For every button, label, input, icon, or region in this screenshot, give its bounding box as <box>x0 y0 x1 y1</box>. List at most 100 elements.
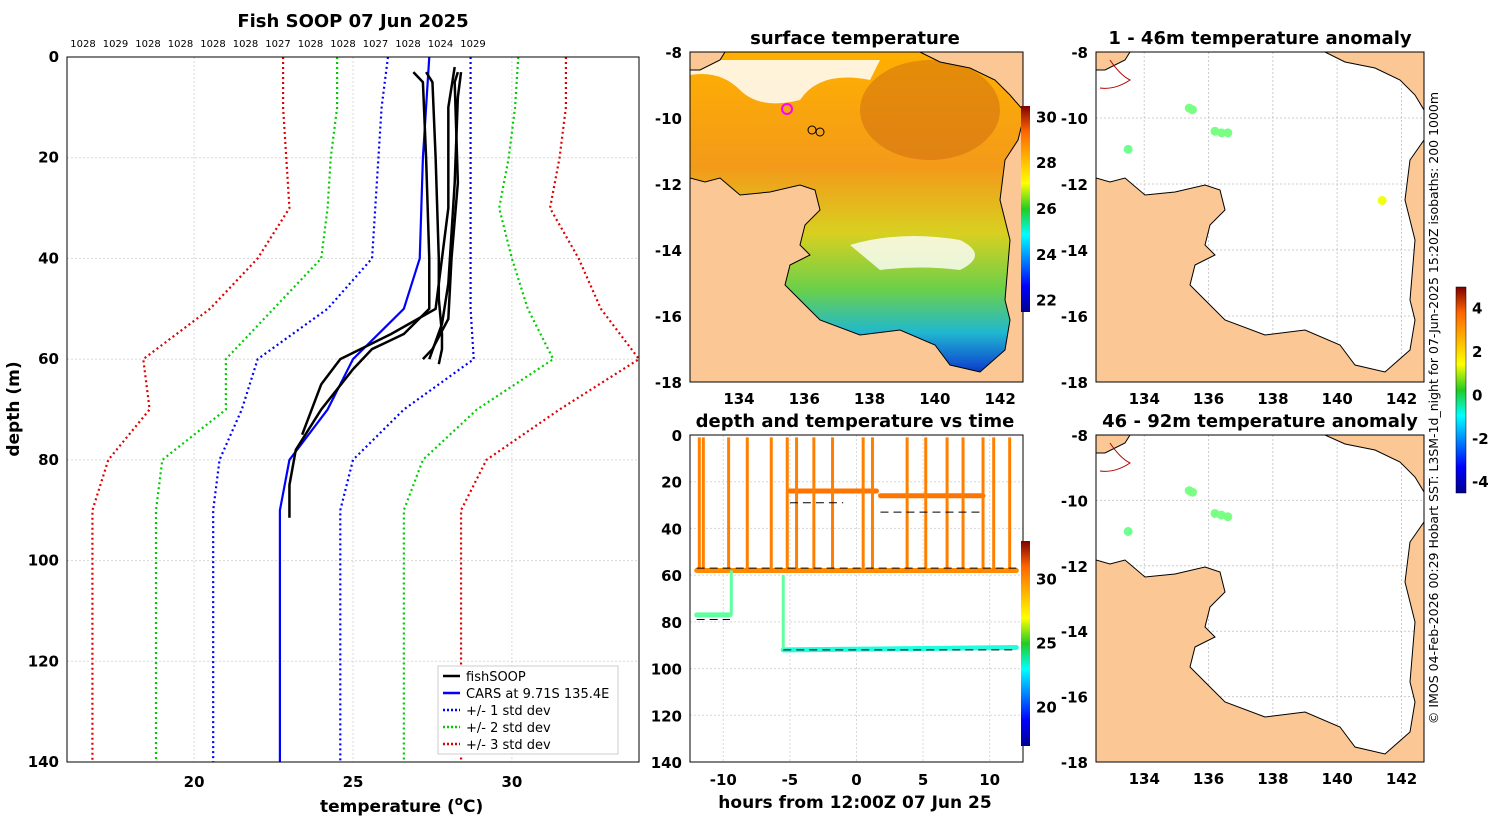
colorbar-tick: 26 <box>1036 200 1057 218</box>
sst-isobath-ring-2 <box>815 127 825 137</box>
sst-land-north <box>919 52 1023 111</box>
map-xtick: 134 <box>1129 770 1160 788</box>
timeseries-title: depth and temperature vs time <box>696 411 1015 432</box>
sst-panel: surface temperature 134 136 138 140 142 -8 -10… <box>655 28 1057 408</box>
pressure-label: 1028 <box>200 39 225 50</box>
sst-ticks: 134 136 138 140 142 -8 -10 -12 -14 -16 -18 <box>655 44 1016 408</box>
timeseries-track <box>780 645 1019 653</box>
colorbar-tick: 30 <box>1036 108 1057 126</box>
pressure-label: 1028 <box>135 39 160 50</box>
sst-colorbar <box>1021 106 1030 312</box>
pressure-label: 1028 <box>330 39 355 50</box>
anomaly-point <box>1223 512 1233 522</box>
anomaly-upper-isobath <box>1099 59 1131 89</box>
legend-fish: fishSOOP <box>466 670 526 685</box>
sst-colorbar-ticks: 30 28 26 24 22 <box>1036 108 1057 309</box>
map-xtick: 140 <box>1322 390 1353 408</box>
timeseries-ytick: 0 <box>672 427 682 445</box>
anomaly-point <box>1123 526 1133 536</box>
timeseries-ytick: 60 <box>661 567 682 585</box>
map-xtick: 136 <box>789 390 820 408</box>
pressure-label: 1029 <box>103 39 128 50</box>
colorbar-tick: 22 <box>1036 292 1057 310</box>
anomaly-upper-ticks: 134 136 138 140 142 -8 -10 -12 -14 -16 -18 <box>1061 44 1417 408</box>
map-ytick: -8 <box>665 44 682 62</box>
anomaly-lower-map <box>1096 435 1424 762</box>
map-ytick: -16 <box>1061 308 1088 326</box>
legend-cars: CARS at 9.71S 135.4E <box>466 687 609 702</box>
sd2-upper <box>402 57 555 762</box>
pressure-label: 1024 <box>428 39 453 50</box>
timeseries-ytick: 80 <box>661 614 682 632</box>
profile-xlabel: temperature (oC) <box>320 794 483 817</box>
credit-text: © IMOS 04-Feb-2026 00:29 Hobart SST: L3S… <box>1426 92 1441 724</box>
map-xtick: 134 <box>723 390 754 408</box>
fish-profile <box>300 66 456 436</box>
map-ytick: -10 <box>655 110 682 128</box>
anomaly-upper-frame <box>1095 51 1425 383</box>
map-xtick: 136 <box>1193 390 1224 408</box>
map-xtick: 140 <box>1322 770 1353 788</box>
timeseries-data <box>694 437 1019 653</box>
colorbar-tick: 2 <box>1472 343 1482 361</box>
anomaly-panel-lower: 46 - 92m temperature anomaly 134 136 138 14… <box>1061 411 1425 788</box>
anomaly-point <box>1216 128 1226 138</box>
sd2-lower <box>154 57 339 762</box>
anomaly-lower-isobath <box>1099 442 1131 472</box>
map-ytick: -12 <box>1061 558 1088 576</box>
anomaly-point <box>1123 144 1133 154</box>
pressure-label: 1027 <box>363 39 388 50</box>
profile-xtick: 20 <box>184 773 205 791</box>
colorbar-tick: 28 <box>1036 154 1057 172</box>
legend-sd1: +/- 1 std dev <box>466 704 551 719</box>
profile-xtick: 30 <box>501 773 522 791</box>
map-xtick: 138 <box>1257 770 1288 788</box>
map-ytick: -18 <box>1061 374 1088 392</box>
timeseries-xlabel: hours from 12:00Z 07 Jun 25 <box>718 793 991 813</box>
colorbar-tick: 4 <box>1472 300 1482 318</box>
profile-ticks: 20 25 30 0 20 40 60 80 100 120 140 <box>28 48 523 791</box>
anomaly-point <box>1187 105 1197 115</box>
pressure-label: 1029 <box>460 39 485 50</box>
sd1-upper <box>339 57 475 762</box>
sst-cloud-mask-2 <box>850 236 975 270</box>
anomaly-colorbar <box>1455 286 1467 494</box>
anomaly-upper-title: 1 - 46m temperature anomaly <box>1108 28 1411 49</box>
profile-ytick: 120 <box>28 652 59 670</box>
sst-land-south <box>690 119 1023 382</box>
timeseries-xtick: 10 <box>979 771 1000 789</box>
profile-ytick: 100 <box>28 552 59 570</box>
anomaly-point <box>1223 128 1233 138</box>
anomaly-lower-land-north <box>1324 435 1424 493</box>
anomaly-colorbar-ticks: 4 2 0 -2 -4 <box>1472 300 1489 491</box>
profile-ytick: 40 <box>38 249 59 267</box>
colorbar-tick: -2 <box>1472 430 1489 448</box>
colorbar-tick: 25 <box>1036 635 1057 653</box>
profile-ylabel: depth (m) <box>4 361 24 456</box>
map-xtick: 142 <box>1386 770 1417 788</box>
timeseries-ytick: 140 <box>651 754 682 772</box>
sst-title: surface temperature <box>750 28 960 49</box>
map-ytick: -14 <box>1061 623 1088 641</box>
map-ytick: -14 <box>1061 242 1088 260</box>
cars-profile <box>278 57 431 762</box>
anomaly-lower-title: 46 - 92m temperature anomaly <box>1102 411 1418 432</box>
anomaly-upper-land-south <box>1096 139 1424 382</box>
anomaly-point <box>1377 196 1387 205</box>
anomaly-upper-land-nw <box>1096 52 1131 71</box>
timeseries-xtick: 0 <box>851 771 861 789</box>
map-xtick: 140 <box>919 390 950 408</box>
colorbar-tick: -4 <box>1472 473 1489 491</box>
pressure-label: 1028 <box>168 39 193 50</box>
profile-grid <box>67 56 639 763</box>
sd3-lower <box>91 57 291 762</box>
colorbar-tick: 0 <box>1472 386 1482 404</box>
sst-map <box>690 52 1023 382</box>
pressure-labels: 1028 1029 1028 1028 1028 1028 1027 1028 1028 1027… <box>70 39 485 50</box>
timeseries-ytick: 40 <box>661 520 682 538</box>
map-xtick: 138 <box>854 390 885 408</box>
fish-profile <box>288 71 431 518</box>
profile-legend: fishSOOP CARS at 9.71S 135.4E +/- 1 std … <box>437 665 619 755</box>
map-xtick: 142 <box>1386 390 1417 408</box>
